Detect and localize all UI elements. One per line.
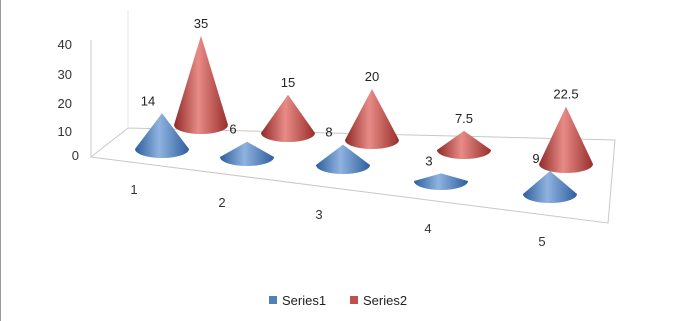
y-tick-label: 40 bbox=[58, 37, 72, 52]
legend-label-series1: Series1 bbox=[282, 293, 326, 308]
cone-s1-c4 bbox=[414, 173, 468, 190]
cone-body bbox=[539, 106, 593, 173]
legend: Series1 Series2 bbox=[269, 293, 407, 308]
cone-s2-c4 bbox=[437, 130, 491, 159]
cone-body bbox=[174, 35, 228, 134]
y-tick-label: 30 bbox=[58, 67, 72, 82]
cone-s1-c5 bbox=[523, 171, 577, 203]
cone-s2-c2 bbox=[261, 94, 315, 142]
x-tick-label: 1 bbox=[130, 182, 137, 197]
legend-swatch-series2 bbox=[350, 296, 358, 304]
x-tick-label: 4 bbox=[424, 221, 431, 236]
cone-body bbox=[523, 171, 577, 203]
legend-swatch-series1 bbox=[269, 296, 277, 304]
x-tick-label: 5 bbox=[538, 234, 545, 249]
y-axis: 0 10 20 30 40 bbox=[58, 37, 79, 163]
data-label-s2-c5: 22.5 bbox=[553, 87, 578, 102]
cone-body bbox=[437, 130, 491, 159]
x-tick-label: 3 bbox=[315, 207, 322, 222]
data-label-s1-c5: 9 bbox=[532, 151, 539, 166]
cone-s2-c3 bbox=[345, 89, 399, 149]
cone-s2-c1 bbox=[174, 35, 228, 134]
legend-item-series1: Series1 bbox=[269, 293, 326, 308]
legend-label-series2: Series2 bbox=[363, 293, 407, 308]
cone-body bbox=[316, 144, 370, 174]
cone-s1-c2 bbox=[220, 141, 274, 166]
data-label-s1-c3: 8 bbox=[325, 125, 332, 140]
data-label-s1-c2: 6 bbox=[229, 122, 236, 137]
data-label-s2-c2: 15 bbox=[281, 75, 295, 90]
y-tick-label: 10 bbox=[58, 124, 72, 139]
cone-body bbox=[345, 89, 399, 149]
data-label-s1-c4: 3 bbox=[425, 153, 432, 168]
cone-body bbox=[135, 113, 189, 158]
data-label-s2-c1: 35 bbox=[194, 16, 208, 31]
cone-s1-c1 bbox=[135, 113, 189, 158]
data-label-s2-c4: 7.5 bbox=[455, 111, 473, 126]
data-label-s2-c3: 20 bbox=[365, 69, 379, 84]
y-tick-label: 20 bbox=[58, 96, 72, 111]
cone-s1-c3 bbox=[316, 144, 370, 174]
x-axis: 1 2 3 4 5 bbox=[130, 182, 545, 249]
data-label-s1-c1: 14 bbox=[141, 93, 155, 108]
cone-body bbox=[220, 141, 274, 166]
cones-layer: 35 15 20 7.5 22.5 14 6 8 3 9 bbox=[135, 16, 593, 203]
x-tick-label: 2 bbox=[218, 195, 225, 210]
cone-body bbox=[414, 173, 468, 190]
cone-s2-c5 bbox=[539, 106, 593, 173]
y-tick-label: 0 bbox=[72, 148, 79, 163]
cone-body bbox=[261, 94, 315, 142]
legend-item-series2: Series2 bbox=[350, 293, 407, 308]
